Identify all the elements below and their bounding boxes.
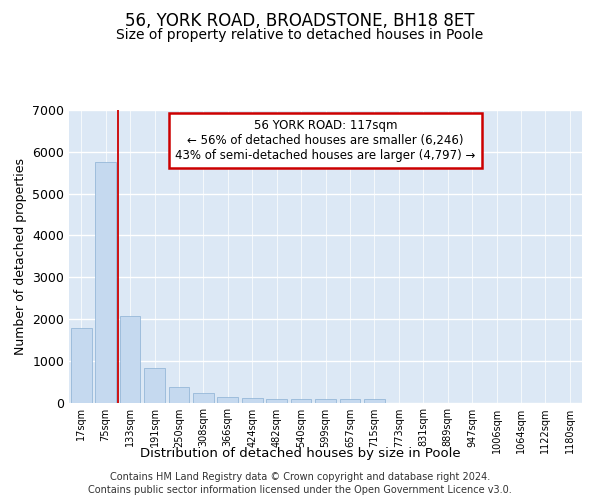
Bar [340, 399, 361, 402]
Bar [193, 393, 214, 402]
Text: Size of property relative to detached houses in Poole: Size of property relative to detached ho… [116, 28, 484, 42]
Y-axis label: Number of detached properties: Number of detached properties [14, 158, 26, 355]
Bar [266, 398, 287, 402]
Bar [290, 398, 311, 402]
Bar [169, 387, 190, 402]
Text: Distribution of detached houses by size in Poole: Distribution of detached houses by size … [140, 448, 460, 460]
Bar [119, 316, 140, 402]
Bar [364, 399, 385, 402]
Bar [242, 398, 263, 402]
Bar [315, 398, 336, 402]
Text: 56 YORK ROAD: 117sqm
← 56% of detached houses are smaller (6,246)
43% of semi-de: 56 YORK ROAD: 117sqm ← 56% of detached h… [175, 119, 476, 162]
Text: 56, YORK ROAD, BROADSTONE, BH18 8ET: 56, YORK ROAD, BROADSTONE, BH18 8ET [125, 12, 475, 30]
Bar [144, 368, 165, 402]
Text: Contains public sector information licensed under the Open Government Licence v3: Contains public sector information licen… [88, 485, 512, 495]
Bar [95, 162, 116, 402]
Bar [217, 398, 238, 402]
Bar [71, 328, 92, 402]
Text: Contains HM Land Registry data © Crown copyright and database right 2024.: Contains HM Land Registry data © Crown c… [110, 472, 490, 482]
